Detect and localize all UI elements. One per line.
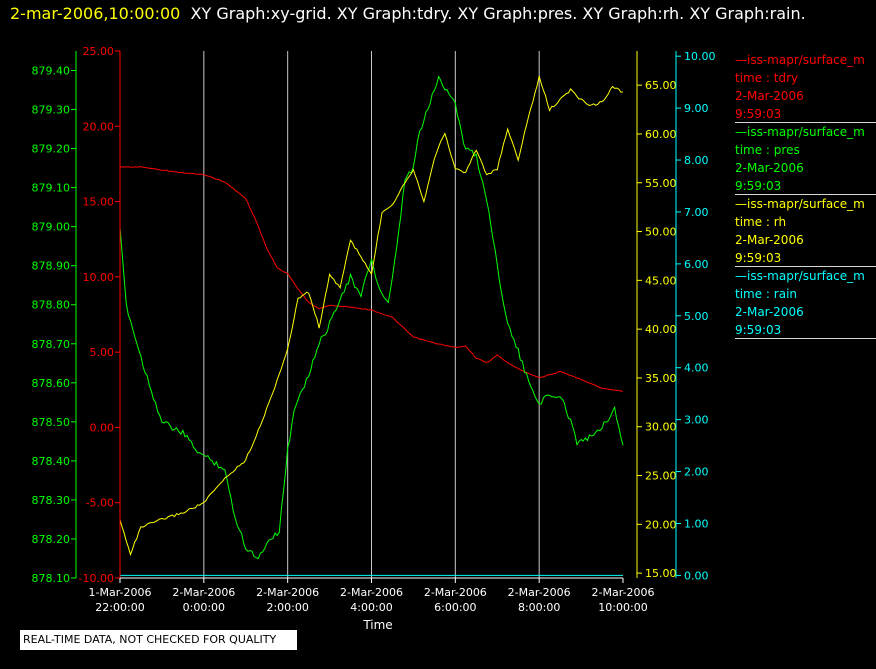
rh-tick-label: 15.00 (645, 567, 677, 580)
x-tick-label-date: 2-Mar-2006 (508, 586, 571, 599)
series-layer (119, 75, 624, 576)
pres-tick-label: 878.20 (32, 533, 71, 546)
pres-tick-label: 879.20 (32, 143, 71, 156)
graph-list: XY Graph:xy-grid. XY Graph:tdry. XY Grap… (190, 4, 806, 23)
rain-tick-label: 8.00 (684, 154, 709, 167)
legend-entry-tdry: —iss-mapr/surface_m time : tdry 2-Mar-20… (735, 51, 876, 123)
x-tick-label-date: 2-Mar-2006 (172, 586, 235, 599)
pres-axis: 879.40 879.30 879.20 879.10 879.00 878.90 878.… (32, 51, 77, 585)
tdry-tick-label: 25.00 (83, 45, 115, 58)
rain-tick-label: 4.00 (684, 362, 709, 375)
legend-series-time: 9:59:03 (735, 107, 782, 121)
x-tick-label-date: 2-Mar-2006 (340, 586, 403, 599)
x-tick-label-time: 6:00:00 (434, 601, 476, 614)
rain-tick-label: 0.00 (684, 569, 709, 582)
rain-tick-label: 1.00 (684, 517, 709, 530)
x-tick-label-time: 0:00:00 (183, 601, 225, 614)
legend-series-variable: time : rh (735, 215, 787, 229)
x-tick-label-date: 2-Mar-2006 (256, 586, 319, 599)
x-tick-label-time: 8:00:00 (518, 601, 560, 614)
rain-tick-label: 7.00 (684, 206, 709, 219)
rh-tick-label: 45.00 (645, 274, 677, 287)
pres-tick-label: 879.10 (32, 182, 71, 195)
rh-tick-label: 30.00 (645, 421, 677, 434)
rh-series-line (119, 75, 624, 557)
rh-tick-label: 50.00 (645, 226, 677, 239)
legend-series-name: —iss-mapr/surface_m (735, 269, 865, 283)
tdry-axis: 25.00 20.00 15.00 10.00 5.00 0.00 -5.00 -10.00 (79, 45, 121, 585)
tdry-tick-label: 0.00 (90, 421, 115, 434)
pres-series-line (119, 75, 624, 560)
pres-tick-label: 878.90 (32, 260, 71, 273)
x-axis-label: Time (362, 618, 392, 632)
legend-series-time: 9:59:03 (735, 323, 782, 337)
window-title: 2-mar-2006,10:00:00 XY Graph:xy-grid. XY… (10, 4, 806, 23)
rain-tick-label: 3.00 (684, 414, 709, 427)
rain-tick-label: 9.00 (684, 102, 709, 115)
rain-tick-label: 2.00 (684, 466, 709, 479)
tdry-tick-label: 10.00 (83, 271, 115, 284)
tdry-tick-label: 20.00 (83, 120, 115, 133)
rain-tick-label: 6.00 (684, 258, 709, 271)
x-tick-label-time: 10:00:00 (598, 601, 647, 614)
legend-entry-rain: —iss-mapr/surface_m time : rain 2-Mar-20… (735, 267, 876, 339)
legend-series-variable: time : tdry (735, 71, 799, 85)
rh-tick-label: 40.00 (645, 323, 677, 336)
x-tick-label-time: 2:00:00 (266, 601, 308, 614)
x-axis: 1-Mar-2006 22:00:00 2-Mar-2006 0:00:00 2-Mar… (89, 577, 655, 614)
pres-tick-label: 878.80 (32, 299, 71, 312)
tdry-tick-label: 15.00 (83, 196, 115, 209)
rh-tick-label: 55.00 (645, 177, 677, 190)
pres-tick-label: 879.00 (32, 221, 71, 234)
pres-tick-label: 878.30 (32, 494, 71, 507)
rain-tick-label: 10.00 (684, 50, 716, 63)
tdry-tick-label: -5.00 (86, 497, 114, 510)
pres-tick-label: 878.40 (32, 455, 71, 468)
x-tick-label-time: 4:00:00 (350, 601, 392, 614)
legend-series-variable: time : pres (735, 143, 800, 157)
legend-entry-rh: —iss-mapr/surface_m time : rh 2-Mar-2006… (735, 195, 876, 267)
x-tick-label-date: 1-Mar-2006 (89, 586, 152, 599)
rh-tick-label: 60.00 (645, 128, 677, 141)
rh-tick-label: 65.00 (645, 79, 677, 92)
tdry-tick-label: 5.00 (90, 346, 115, 359)
x-tick-label-time: 22:00:00 (95, 601, 144, 614)
axes-layer: 25.0020.0015.0010.005.000.00-5.00-10.008… (32, 45, 716, 614)
legend-series-name: —iss-mapr/surface_m (735, 53, 865, 67)
pres-tick-label: 878.70 (32, 338, 71, 351)
legend-swatch: — (735, 197, 747, 211)
legend-swatch: — (735, 269, 747, 283)
legend-series-variable: time : rain (735, 287, 798, 301)
legend-series-date: 2-Mar-2006 (735, 89, 804, 103)
pres-tick-label: 879.40 (32, 65, 71, 78)
rain-tick-label: 5.00 (684, 310, 709, 323)
grid-layer (203, 51, 540, 578)
legend-series-time: 9:59:03 (735, 179, 782, 193)
rh-tick-label: 25.00 (645, 470, 677, 483)
x-tick-label-date: 2-Mar-2006 (592, 586, 655, 599)
timestamp: 2-mar-2006,10:00:00 (10, 4, 181, 23)
legend-series-time: 9:59:03 (735, 251, 782, 265)
legend-series-date: 2-Mar-2006 (735, 161, 804, 175)
legend-swatch: — (735, 125, 747, 139)
legend-series-date: 2-Mar-2006 (735, 233, 804, 247)
quality-notice: REAL-TIME DATA, NOT CHECKED FOR QUALITY (20, 630, 297, 650)
tdry-series-line (119, 166, 624, 392)
pres-tick-label: 878.10 (32, 572, 71, 585)
pres-tick-label: 878.50 (32, 416, 71, 429)
pres-tick-label: 879.30 (32, 104, 71, 117)
legend-series-name: —iss-mapr/surface_m (735, 125, 865, 139)
rh-tick-label: 20.00 (645, 518, 677, 531)
legend-entry-pres: —iss-mapr/surface_m time : pres 2-Mar-20… (735, 123, 876, 195)
tdry-tick-label: -10.00 (79, 572, 114, 585)
pres-tick-label: 878.60 (32, 377, 71, 390)
x-tick-label-date: 2-Mar-2006 (424, 586, 487, 599)
legend-series-date: 2-Mar-2006 (735, 305, 804, 319)
rh-tick-label: 35.00 (645, 372, 677, 385)
legend-swatch: — (735, 53, 747, 67)
legend-series-name: —iss-mapr/surface_m (735, 197, 865, 211)
rain-axis: 10.00 9.00 8.00 7.00 6.00 5.00 4.00 3.00 2.00 1.0… (675, 50, 716, 582)
rh-axis: 65.00 60.00 55.00 50.00 45.00 40.00 35.00 30.00… (636, 51, 677, 580)
